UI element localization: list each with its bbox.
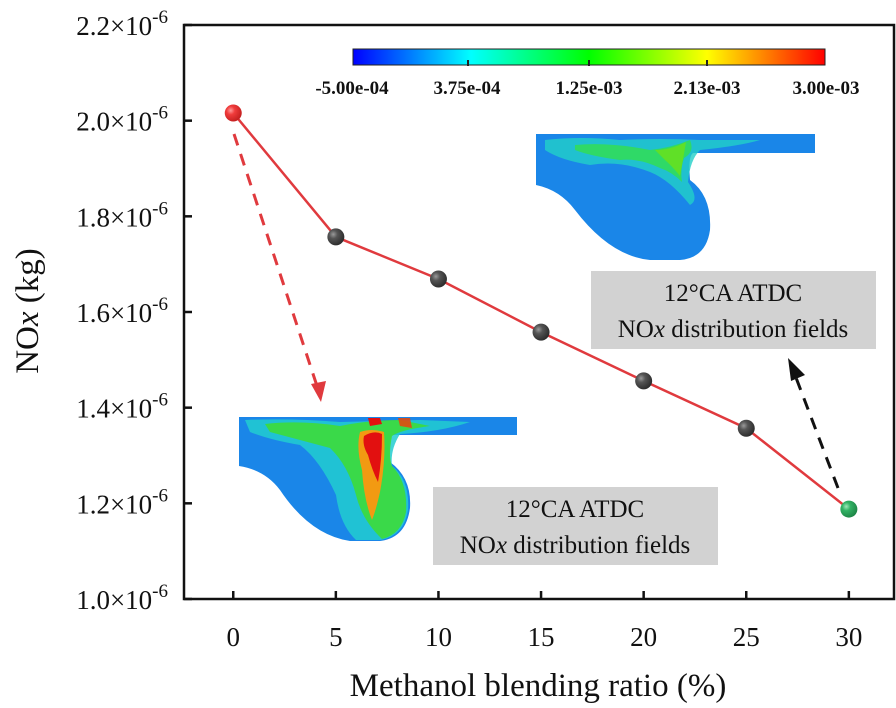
annotation-box xyxy=(433,487,718,565)
y-tick-label: 1.2×10-6 xyxy=(76,485,168,519)
colorbar-label: -5.00e-04 xyxy=(315,78,389,99)
colorbar-label: 3.00e-03 xyxy=(792,78,859,99)
nox-field-image-0pct xyxy=(239,417,517,541)
annotation-30pct: 12°CA ATDC NOx distribution fields xyxy=(591,271,876,349)
arrowhead-icon xyxy=(788,358,805,381)
data-point xyxy=(224,104,242,122)
colorbar-label: 1.25e-03 xyxy=(555,78,622,99)
data-point xyxy=(429,270,447,288)
y-tick-label: 1.8×10-6 xyxy=(76,198,168,232)
x-tick-label: 15 xyxy=(528,622,555,652)
y-axis: 1.0×10-6 1.2×10-6 1.4×10-6 1.6×10-6 1.8×10-6… xyxy=(76,7,192,615)
annotation-line1: 12°CA ATDC xyxy=(506,496,645,523)
x-axis-title: Methanol blending ratio (%) xyxy=(350,668,727,704)
data-point xyxy=(635,372,653,390)
annotation-line1: 12°CA ATDC xyxy=(664,280,803,307)
data-point xyxy=(840,500,858,518)
y-tick-label: 1.0×10-6 xyxy=(76,581,168,615)
colorbar: -5.00e-04 3.75e-04 1.25e-03 2.13e-03 3.0… xyxy=(315,48,860,99)
data-point xyxy=(327,228,345,246)
series-nox xyxy=(224,104,858,518)
x-tick-label: 20 xyxy=(630,622,657,652)
annotation-0pct: 12°CA ATDC NOx distribution fields xyxy=(433,487,718,565)
x-tick-label: 25 xyxy=(733,622,760,652)
arrowhead-icon xyxy=(311,381,326,402)
data-point xyxy=(532,323,550,341)
y-tick-label: 1.6×10-6 xyxy=(76,294,168,328)
x-tick-label: 10 xyxy=(425,622,452,652)
colorbar-label: 2.13e-03 xyxy=(673,78,740,99)
arrow-to-field-0pct xyxy=(232,133,326,402)
x-tick-label: 30 xyxy=(835,622,862,652)
arrow-to-field-30pct xyxy=(788,358,840,489)
annotation-line2: NOx distribution fields xyxy=(618,316,849,343)
annotation-line2: NOx distribution fields xyxy=(460,532,691,559)
y-tick-label: 2.0×10-6 xyxy=(76,103,168,137)
nox-field-image-30pct xyxy=(536,134,815,260)
y-tick-label: 1.4×10-6 xyxy=(76,390,168,424)
data-point xyxy=(737,419,755,437)
annotation-box xyxy=(591,271,876,349)
colorbar-label: 3.75e-04 xyxy=(433,78,501,99)
x-tick-label: 0 xyxy=(226,622,240,652)
y-tick-label: 2.2×10-6 xyxy=(76,7,168,41)
x-tick-label: 5 xyxy=(329,622,343,652)
x-axis: 0 5 10 15 20 25 30 xyxy=(226,591,862,652)
y-axis-title: NOx (kg) xyxy=(10,248,46,374)
